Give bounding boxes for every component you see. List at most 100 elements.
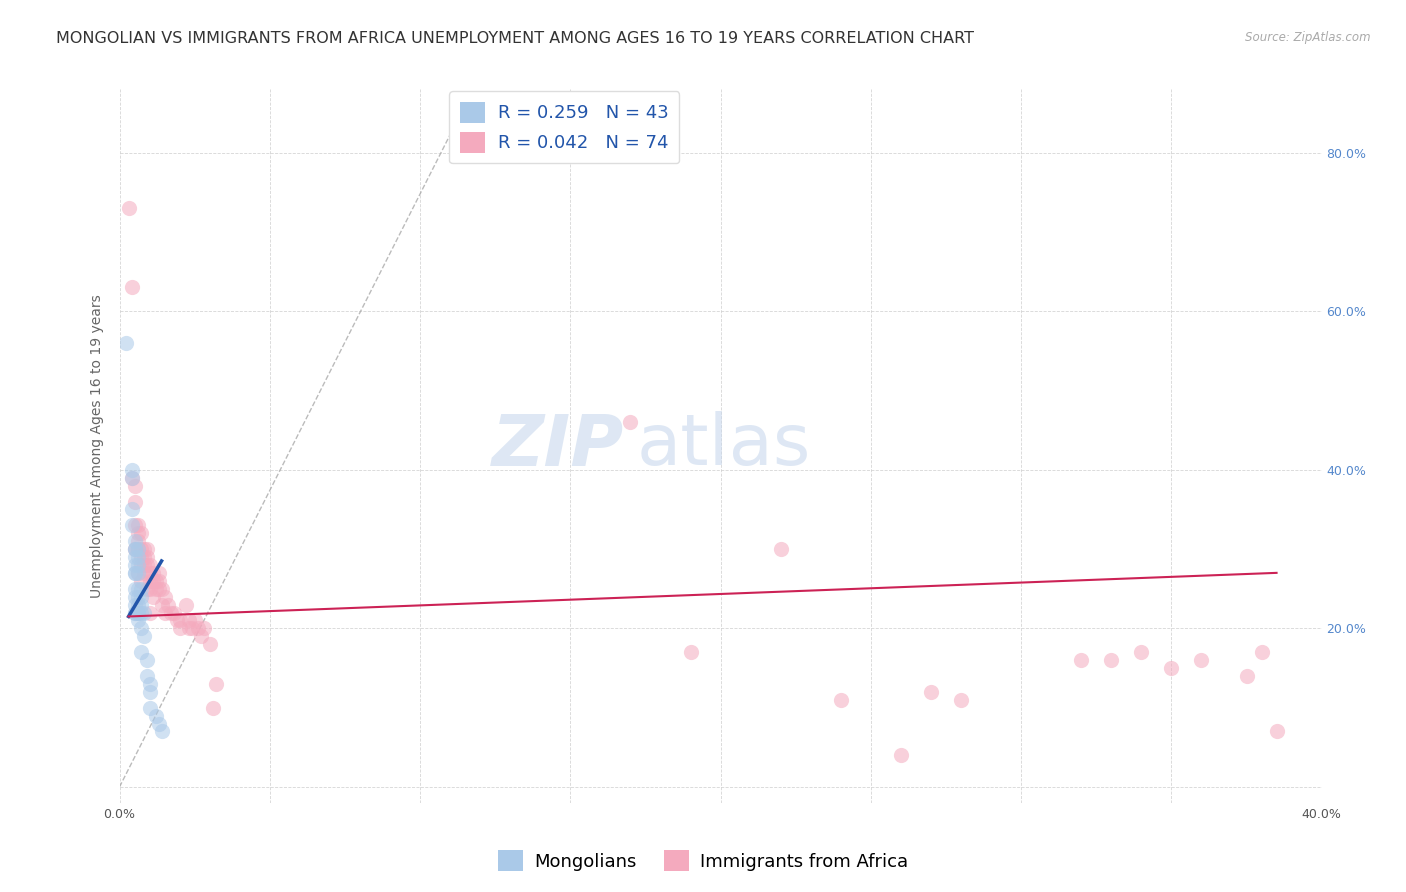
Point	[135, 542, 157, 557]
Point	[142, 566, 165, 580]
Point	[148, 716, 170, 731]
Point	[135, 653, 157, 667]
Point	[129, 645, 152, 659]
Point	[769, 542, 792, 557]
Point	[114, 335, 136, 350]
Point	[138, 566, 160, 580]
Point	[145, 582, 167, 596]
Point	[1160, 661, 1182, 675]
Point	[132, 566, 155, 580]
Point	[129, 558, 152, 572]
Text: Source: ZipAtlas.com: Source: ZipAtlas.com	[1246, 31, 1371, 45]
Point	[121, 518, 143, 533]
Point	[138, 700, 160, 714]
Point	[132, 606, 155, 620]
Point	[150, 582, 173, 596]
Point	[204, 677, 226, 691]
Point	[135, 558, 157, 572]
Point	[127, 598, 149, 612]
Point	[193, 621, 215, 635]
Point	[142, 590, 165, 604]
Point	[124, 582, 146, 596]
Point	[619, 415, 641, 429]
Point	[129, 606, 152, 620]
Point	[121, 471, 143, 485]
Point	[174, 598, 197, 612]
Point	[117, 201, 139, 215]
Point	[129, 590, 152, 604]
Point	[129, 542, 152, 557]
Point	[153, 606, 176, 620]
Point	[121, 502, 143, 516]
Point	[145, 708, 167, 723]
Point	[127, 558, 149, 572]
Point	[124, 542, 146, 557]
Point	[129, 598, 152, 612]
Point	[127, 606, 149, 620]
Point	[190, 629, 212, 643]
Point	[129, 574, 152, 588]
Point	[1130, 645, 1153, 659]
Point	[138, 558, 160, 572]
Text: ZIP: ZIP	[492, 411, 624, 481]
Point	[132, 629, 155, 643]
Point	[150, 598, 173, 612]
Point	[150, 724, 173, 739]
Point	[127, 582, 149, 596]
Point	[129, 621, 152, 635]
Point	[201, 700, 224, 714]
Text: MONGOLIAN VS IMMIGRANTS FROM AFRICA UNEMPLOYMENT AMONG AGES 16 TO 19 YEARS CORRE: MONGOLIAN VS IMMIGRANTS FROM AFRICA UNEM…	[56, 31, 974, 46]
Point	[148, 582, 170, 596]
Point	[124, 606, 146, 620]
Point	[1265, 724, 1288, 739]
Point	[124, 542, 146, 557]
Point	[138, 582, 160, 596]
Point	[124, 590, 146, 604]
Point	[177, 621, 200, 635]
Point	[135, 669, 157, 683]
Point	[127, 526, 149, 541]
Point	[124, 478, 146, 492]
Point	[132, 558, 155, 572]
Point	[1189, 653, 1212, 667]
Point	[121, 463, 143, 477]
Point	[127, 590, 149, 604]
Point	[148, 574, 170, 588]
Point	[138, 677, 160, 691]
Point	[1236, 669, 1258, 683]
Point	[1099, 653, 1122, 667]
Point	[830, 692, 852, 706]
Point	[124, 598, 146, 612]
Point	[138, 685, 160, 699]
Point	[127, 549, 149, 564]
Point	[145, 574, 167, 588]
Point	[950, 692, 973, 706]
Point	[135, 582, 157, 596]
Point	[124, 566, 146, 580]
Point	[132, 549, 155, 564]
Point	[127, 534, 149, 549]
Point	[142, 574, 165, 588]
Point	[166, 614, 188, 628]
Point	[138, 574, 160, 588]
Point	[127, 542, 149, 557]
Point	[135, 549, 157, 564]
Point	[124, 606, 146, 620]
Point	[132, 542, 155, 557]
Point	[127, 518, 149, 533]
Point	[124, 518, 146, 533]
Point	[121, 471, 143, 485]
Text: atlas: atlas	[637, 411, 811, 481]
Point	[153, 590, 176, 604]
Point	[180, 621, 202, 635]
Point	[129, 582, 152, 596]
Y-axis label: Unemployment Among Ages 16 to 19 years: Unemployment Among Ages 16 to 19 years	[90, 294, 104, 598]
Point	[1070, 653, 1092, 667]
Point	[138, 606, 160, 620]
Point	[679, 645, 702, 659]
Point	[187, 621, 209, 635]
Point	[121, 280, 143, 294]
Point	[129, 526, 152, 541]
Point	[124, 494, 146, 508]
Point	[169, 621, 191, 635]
